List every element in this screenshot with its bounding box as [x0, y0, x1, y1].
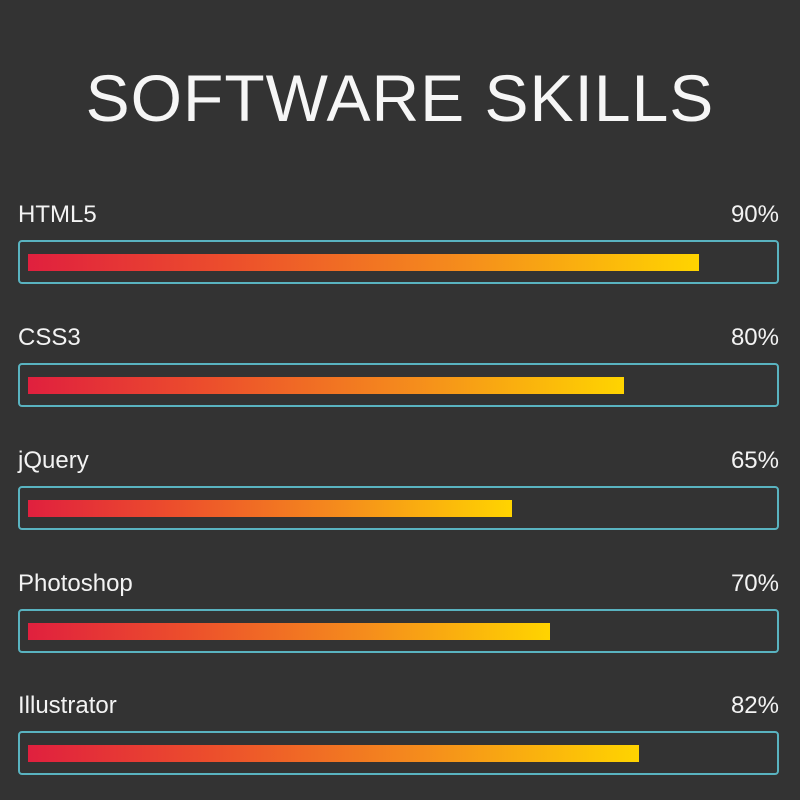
- skill-percent: 82%: [730, 692, 779, 719]
- skill-label-row: jQuery 65%: [18, 444, 779, 478]
- skill-label-row: HTML5 90%: [18, 198, 779, 232]
- skill-name: jQuery: [18, 447, 89, 474]
- progress-fill: [28, 254, 699, 271]
- progress-track: [18, 363, 779, 407]
- skill-label-row: Photoshop 70%: [18, 567, 779, 601]
- progress-fill: [28, 745, 639, 762]
- skill-name: Illustrator: [18, 692, 117, 719]
- progress-fill: [28, 377, 624, 394]
- page-title: SOFTWARE SKILLS: [85, 61, 715, 135]
- skill-illustrator: Illustrator 82%: [18, 689, 779, 789]
- skill-label-row: CSS3 80%: [18, 321, 779, 355]
- skill-percent: 90%: [730, 201, 779, 228]
- skill-percent: 80%: [730, 324, 779, 351]
- skill-name: CSS3: [18, 324, 81, 351]
- skill-label-row: Illustrator 82%: [18, 689, 779, 723]
- progress-track: [18, 609, 779, 653]
- progress-track: [18, 240, 779, 284]
- skill-photoshop: Photoshop 70%: [18, 567, 779, 667]
- skill-jquery: jQuery 65%: [18, 444, 779, 544]
- skill-percent: 65%: [730, 447, 779, 474]
- progress-track: [18, 486, 779, 530]
- progress-fill: [28, 500, 512, 517]
- skill-name: HTML5: [18, 201, 97, 228]
- skill-percent: 70%: [730, 570, 779, 597]
- progress-track: [18, 731, 779, 775]
- skill-html5: HTML5 90%: [18, 198, 779, 298]
- skill-name: Photoshop: [18, 570, 133, 597]
- skill-css3: CSS3 80%: [18, 321, 779, 421]
- progress-fill: [28, 623, 550, 640]
